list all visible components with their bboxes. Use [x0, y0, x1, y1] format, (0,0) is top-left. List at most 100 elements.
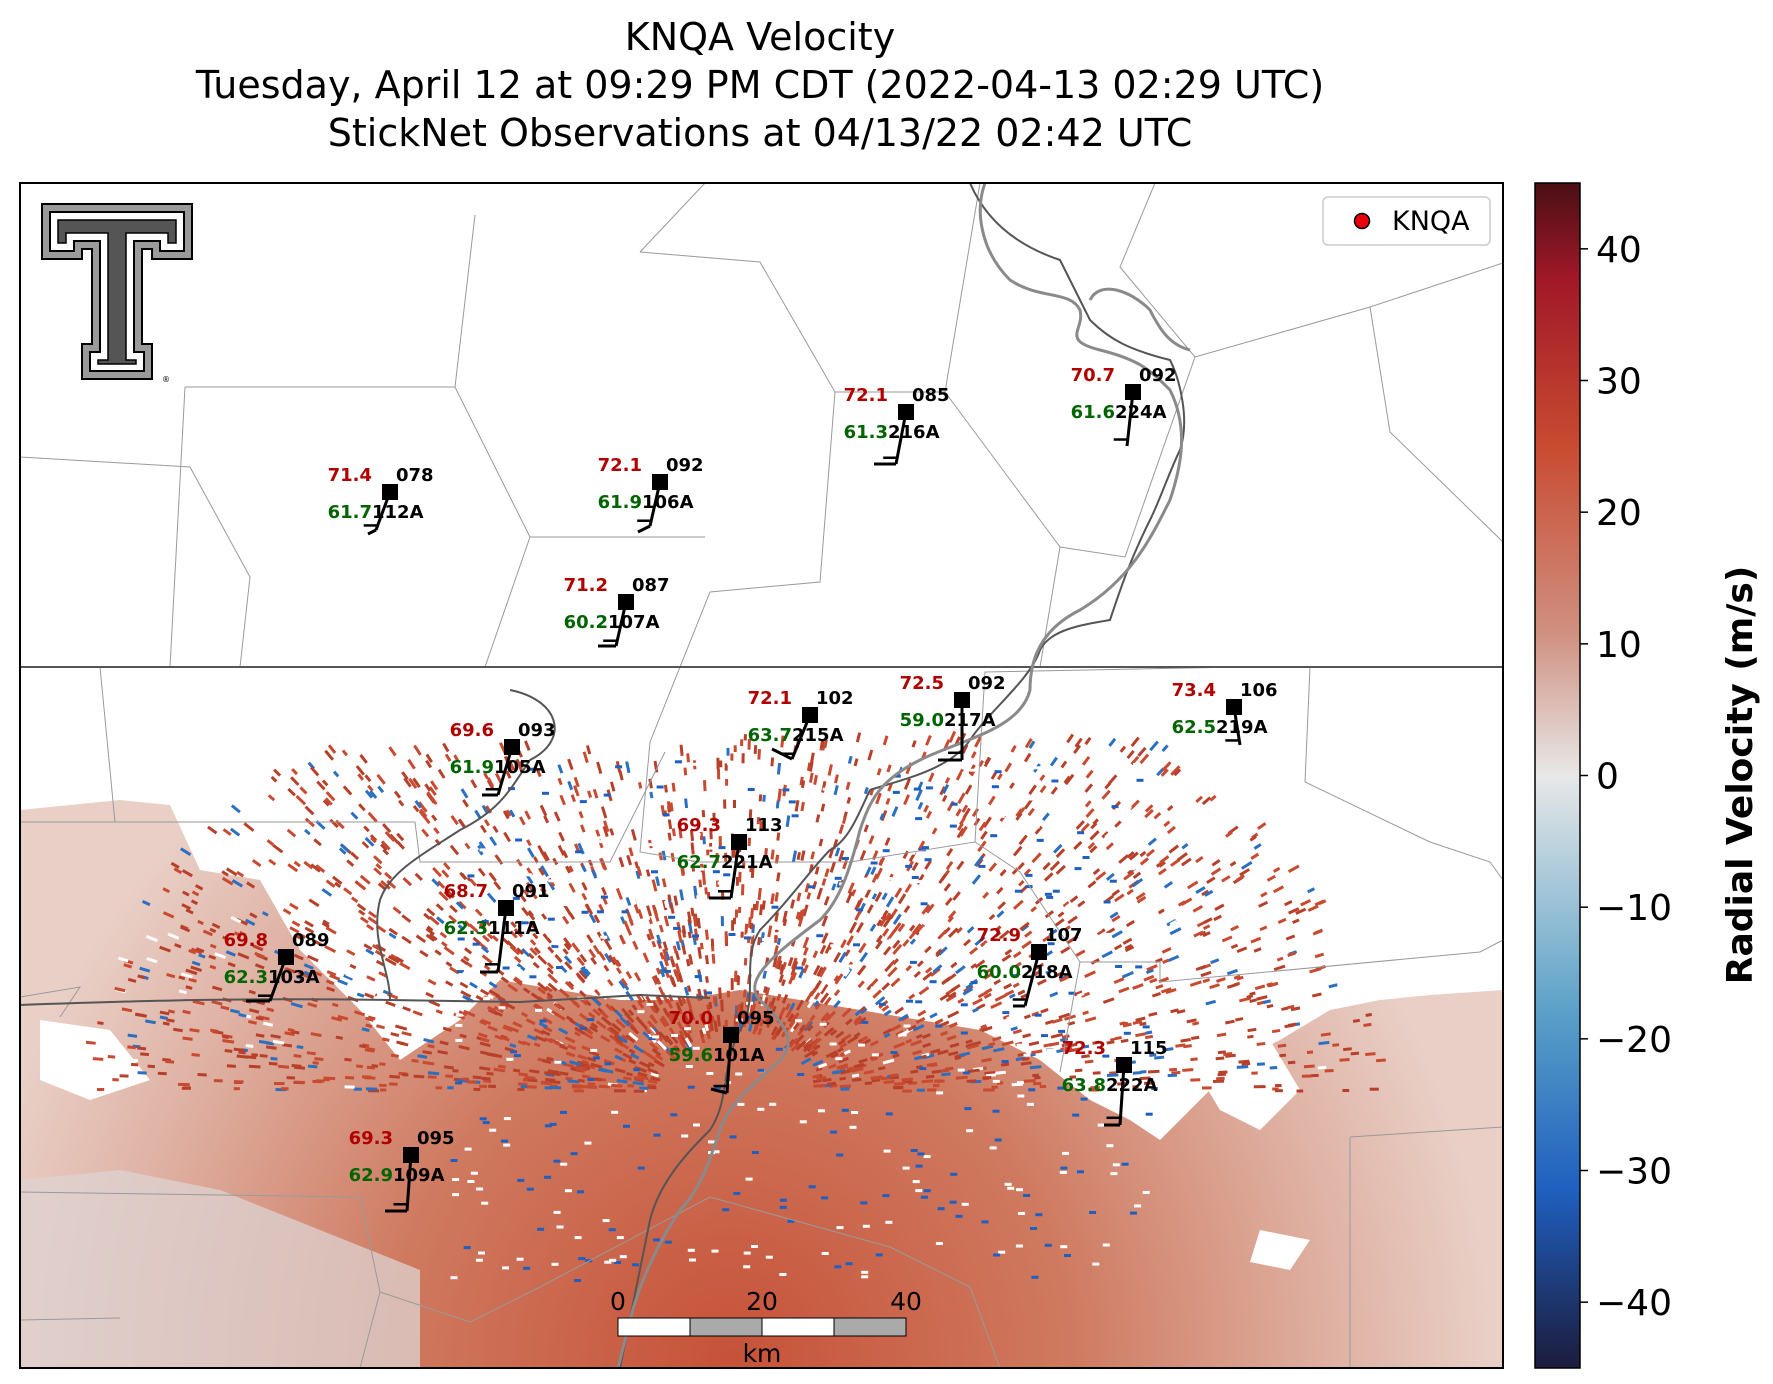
station-id: 222A	[1106, 1075, 1158, 1096]
station-dewpoint: 61.3	[844, 422, 888, 443]
station-wind-direction: 107	[1045, 925, 1083, 946]
legend-box	[1322, 196, 1491, 246]
station-id: 217A	[944, 710, 996, 731]
station-id: 103A	[268, 967, 320, 988]
map-frame	[19, 182, 1504, 1369]
wind-barb-shaft	[1125, 391, 1135, 447]
station-dewpoint: 59.6	[669, 1045, 713, 1066]
station-wind-direction: 106	[1240, 680, 1278, 701]
wind-barb-shaft	[894, 411, 908, 465]
colorbar-tick-label: 30	[1596, 362, 1642, 403]
station-temperature: 71.4	[328, 465, 372, 486]
station-marker-icon	[1226, 699, 1242, 715]
station-215A: 72.1 102 63.7 215A	[748, 688, 854, 761]
station-marker-icon	[1116, 1057, 1132, 1073]
station-109A: 69.3 095 62.9 109A	[349, 1128, 455, 1213]
wind-barb-flag	[710, 1087, 728, 1095]
scale-tick-20: 20	[746, 1287, 778, 1316]
title-line-2: Tuesday, April 12 at 09:29 PM CDT (2022-…	[195, 63, 1325, 107]
station-id: 112A	[372, 502, 424, 523]
station-id: 216A	[888, 422, 940, 443]
station-wind-direction: 095	[737, 1008, 775, 1029]
station-id: 224A	[1115, 402, 1167, 423]
station-wind-direction: 093	[518, 720, 556, 741]
station-105A: 69.6 093 61.9 105A	[450, 720, 556, 797]
scale-tick-40: 40	[890, 1287, 922, 1316]
station-dewpoint: 62.5	[1172, 717, 1216, 738]
radar-marker-icon	[1353, 212, 1371, 230]
station-218A: 72.9 107 60.0 218A	[977, 925, 1083, 1008]
wind-barb-shaft	[405, 1154, 413, 1212]
station-marker-icon	[731, 834, 747, 850]
station-marker-icon	[898, 404, 914, 420]
station-marker-icon	[278, 949, 294, 965]
station-id: 111A	[488, 918, 540, 939]
station-temperature: 72.1	[844, 385, 888, 406]
station-wind-direction: 113	[745, 815, 783, 836]
station-marker-icon	[403, 1147, 419, 1163]
colorbar: 40 30 20 10 0 −10 −20 −30 −40 Radial Velocity (m…	[1534, 182, 1761, 1369]
station-dewpoint: 63.8	[1062, 1075, 1106, 1096]
station-106A: 72.1 092 61.9 106A	[598, 455, 704, 534]
wind-barb-flag	[367, 528, 377, 536]
svg-text:®: ®	[162, 375, 170, 384]
station-wind-direction: 089	[292, 930, 330, 951]
station-dewpoint: 61.6	[1071, 402, 1115, 423]
scale-unit: km	[743, 1339, 782, 1368]
station-dewpoint: 62.3	[444, 918, 488, 939]
colorbar-tick-label: 10	[1596, 625, 1642, 666]
station-id: 101A	[713, 1045, 765, 1066]
station-temperature: 71.2	[564, 575, 608, 596]
station-temperature: 70.7	[1071, 365, 1115, 386]
station-temperature: 73.4	[1172, 680, 1216, 701]
station-112A: 71.4 078 61.7 112A	[328, 465, 434, 536]
station-id: 221A	[721, 852, 773, 873]
station-217A: 72.5 092 59.0 217A	[900, 673, 1006, 762]
colorbar-tick-label: 20	[1596, 493, 1642, 534]
radar-echo-area	[20, 800, 1503, 1368]
station-temperature: 72.3	[1062, 1038, 1106, 1059]
station-dewpoint: 62.3	[224, 967, 268, 988]
station-id: 106A	[642, 492, 694, 513]
station-107A: 71.2 087 60.2 107A	[564, 575, 670, 648]
station-111A: 68.7 091 62.3 111A	[444, 881, 550, 974]
station-marker-icon	[723, 1027, 739, 1043]
station-marker-icon	[954, 692, 970, 708]
station-marker-icon	[652, 474, 668, 490]
station-id: 109A	[393, 1165, 445, 1186]
station-wind-direction: 091	[512, 881, 550, 902]
station-marker-icon	[1125, 384, 1141, 400]
river	[616, 183, 1183, 1368]
station-wind-direction: 078	[396, 465, 434, 486]
station-marker-icon	[498, 900, 514, 916]
station-wind-direction: 085	[912, 385, 950, 406]
wind-barb-shaft	[729, 841, 741, 899]
legend-label: KNQA	[1392, 206, 1470, 237]
station-wind-direction: 102	[816, 688, 854, 709]
station-dewpoint: 60.2	[564, 612, 608, 633]
colorbar-tick-label: −20	[1596, 1020, 1672, 1061]
scale-tick-0: 0	[610, 1287, 626, 1316]
colorbar-gradient	[1534, 182, 1581, 1369]
station-dewpoint: 59.0	[900, 710, 944, 731]
station-216A: 72.1 085 61.3 216A	[844, 385, 950, 466]
station-id: 218A	[1021, 962, 1073, 983]
county-lines	[20, 183, 1503, 1368]
radar-speckles	[85, 730, 1386, 1282]
station-dewpoint: 62.9	[349, 1165, 393, 1186]
station-221A: 69.3 113 62.7 221A	[677, 815, 783, 900]
scale-bar: 0 20 40 km	[610, 1287, 922, 1368]
station-dewpoint: 61.9	[450, 757, 494, 778]
station-temperature: 72.1	[598, 455, 642, 476]
colorbar-tick-label: 40	[1596, 230, 1642, 271]
wind-barb-shaft	[496, 907, 508, 973]
colorbar-tick-label: 0	[1596, 757, 1619, 798]
station-marker-icon	[618, 594, 634, 610]
legend: KNQA	[1322, 196, 1491, 246]
station-wind-direction: 087	[632, 575, 670, 596]
station-wind-direction: 092	[666, 455, 704, 476]
station-wind-direction: 092	[1139, 365, 1177, 386]
station-temperature: 72.1	[748, 688, 792, 709]
station-id: 105A	[494, 757, 546, 778]
station-marker-icon	[504, 739, 520, 755]
